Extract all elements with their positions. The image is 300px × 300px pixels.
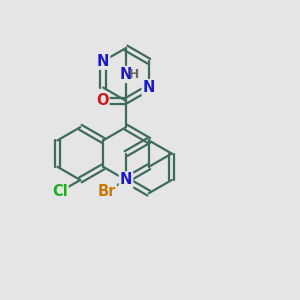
Text: N: N [120,172,132,188]
Text: O: O [96,93,109,108]
Text: Br: Br [98,184,116,199]
Text: N: N [143,80,155,95]
Text: Cl: Cl [52,184,68,200]
Text: N: N [120,67,132,82]
Text: N: N [97,54,109,69]
Text: H: H [129,68,140,81]
